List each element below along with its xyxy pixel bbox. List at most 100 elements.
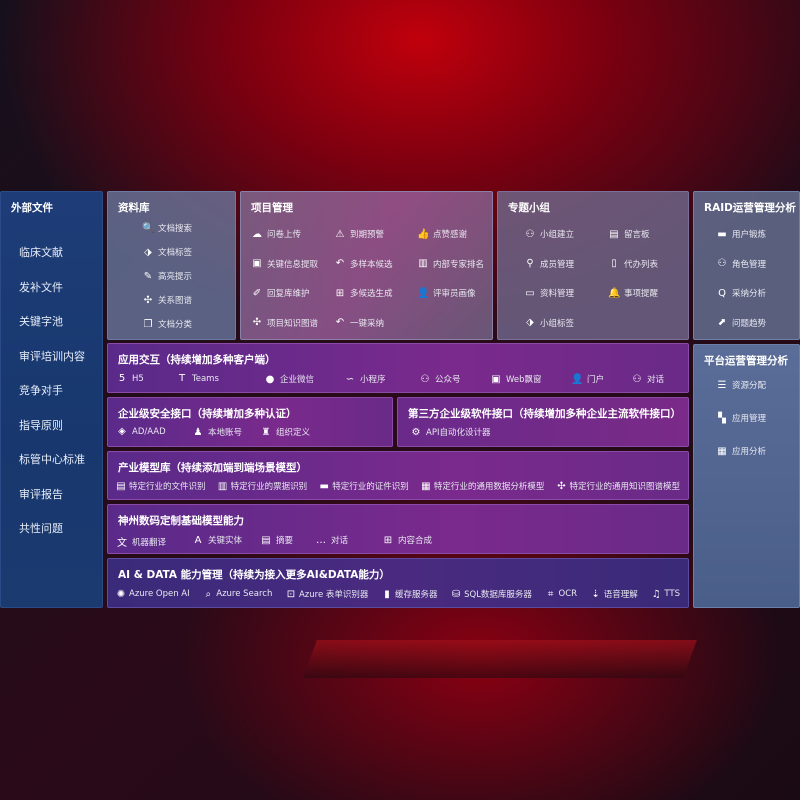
chart-icon: ▦ [421,480,431,492]
external-file-item[interactable]: 指导原则 [19,418,63,432]
document-library-panel: 资料库 🔍 文档搜索 ⬗ 文档标签 ✎ 高亮提示 ✣ 关系图谱 ❐ 文档分类 [107,191,236,340]
feature-item-openai[interactable]: ✺ Azure Open AI [116,589,190,600]
feature-item-pen[interactable]: ✐ 回复库维护 [251,287,310,300]
html5-icon: 5 [118,373,126,384]
feature-item-users[interactable]: ⚇ 公众号 [419,373,461,386]
ranking-icon: ▥ [418,258,428,269]
external-file-item[interactable]: 关键字池 [19,315,63,328]
feature-label: 门户 [587,375,605,385]
feature-label: 用户锻炼 [732,230,767,240]
feature-item-trend[interactable]: ⬈ 问题趋势 [716,317,766,329]
feature-item-entity[interactable]: A 关键实体 [192,534,243,547]
entity-icon: A [194,534,202,546]
feature-item-puzzle[interactable]: ⊞ 内容合成 [382,534,432,547]
feature-item-org[interactable]: ♜ 组织定义 [260,426,311,439]
feature-item-graph[interactable]: ✣ 特定行业的通用知识图谱模型 [556,480,680,493]
feature-item-tag[interactable]: ⬗ 小组标签 [524,317,574,329]
feature-label: 问卷上传 [267,230,302,240]
feature-item-azure-ad[interactable]: ◈ AD/AAD [116,426,166,437]
panel-title: 企业级安全接口（持续增加多种认证） [118,408,297,420]
graph-icon: ✣ [143,294,153,306]
user-lock-icon: ♟ [193,426,203,438]
external-file-item[interactable]: 标管中心标准 [19,453,85,466]
feature-item-clipboard[interactable]: ▯ 代办列表 [608,258,658,270]
doc-copy-icon: ❐ [143,318,153,330]
feature-label: 项目知识图谱 [267,318,319,329]
feature-item-reply[interactable]: ↶ 一键采纳 [334,317,384,329]
feature-item-wechat[interactable]: ● 企业微信 [264,373,314,386]
feature-item-user[interactable]: 👤 门户 [571,373,605,386]
feature-label: OCR [558,589,578,599]
feature-item-doc[interactable]: ▤ 特定行业的文件识别 [116,480,205,493]
feature-item-id-card[interactable]: ▬ 用户锻炼 [716,228,767,241]
feature-label: 小组建立 [540,230,575,240]
gear-icon: ⚙ [411,426,421,438]
feature-label: Teams [192,373,219,384]
feature-item-users[interactable]: ⚇ 小组建立 [524,228,575,241]
feature-item-doc[interactable]: ▤ 摘要 [260,534,293,547]
feature-item-alarm[interactable]: ⚠ 到期预警 [334,228,385,241]
feature-item-apps[interactable]: ▚ 应用管理 [716,412,766,425]
doc-icon: ▤ [116,480,126,492]
feature-item-receipt[interactable]: ▥ 特定行业的票据识别 [218,480,307,493]
feature-label: 对话 [331,536,349,546]
feature-item-qa[interactable]: Q 采纳分析 [716,287,766,300]
azure-ad-icon: ◈ [118,426,126,437]
feature-item-graph[interactable]: ✣ 项目知识图谱 [251,317,318,329]
feature-label: 对话 [647,375,665,385]
feature-label: 资源分配 [732,381,767,391]
feature-item-doc-search[interactable]: 🔍 文档搜索 [142,222,192,235]
feature-item-folder[interactable]: ▭ 资料管理 [524,287,574,300]
external-file-item[interactable]: 审评培训内容 [19,349,85,363]
feature-label: 特定行业的证件识别 [332,482,409,492]
feature-item-search-doc[interactable]: ⌕ Azure Search [203,589,272,600]
feature-item-user[interactable]: 👤 评审员画像 [417,287,476,300]
feature-item-mini-program[interactable]: ∽ 小程序 [344,373,386,386]
feature-label: API自动化设计器 [426,428,491,438]
external-files-panel: 外部文件 临床文献 发补文件 关键字池 审评培训内容 竞争对手 指导原则 标管中心标准 审评报告… [0,191,103,608]
external-file-item[interactable]: 临床文献 [19,246,63,259]
feature-item-reply[interactable]: ↶ 多样本候选 [334,258,393,270]
feature-item-chart[interactable]: ▦ 应用分析 [716,445,766,458]
feature-item-chat[interactable]: … 对话 [315,534,349,547]
external-file-item[interactable]: 审评报告 [19,487,63,501]
feature-item-tts[interactable]: ♫ TTS [651,589,680,600]
feature-item-window[interactable]: ▣ 关键信息提取 [251,258,318,270]
feature-item-window[interactable]: ▣ Web飘窗 [490,373,541,386]
panel-title: 第三方企业级软件接口（持续增加多种企业主流软件接口） [408,408,681,420]
feature-item-teams[interactable]: T Teams [176,373,219,384]
feature-item-tag[interactable]: ⬗ 文档标签 [142,246,192,259]
external-file-item[interactable]: 发补文件 [19,280,63,294]
feature-item-doc-copy[interactable]: ❐ 文档分类 [142,318,193,331]
feature-item-id-card[interactable]: ▬ 特定行业的证件识别 [319,480,409,493]
feature-item-html5[interactable]: 5 H5 [116,373,144,384]
feature-item-cloud-upload[interactable]: ☁ 问卷上传 [251,228,302,241]
feature-item-form[interactable]: ⊡ Azure 表单识别器 [286,588,369,601]
feature-item-user-lock[interactable]: ♟ 本地账号 [192,426,243,439]
feature-label: 特定行业的通用知识图谱模型 [569,482,680,492]
feature-label: 关键实体 [208,536,243,546]
feature-item-database[interactable]: ⛁ SQL数据库服务器 [451,588,532,601]
feature-item-ocr[interactable]: ⌗ OCR [546,589,578,600]
feature-item-bbs[interactable]: ▤ 留言板 [608,228,649,241]
tts-icon: ♫ [651,588,661,600]
feature-item-cache[interactable]: ▮ 缓存服务器 [382,588,437,601]
feature-item-thumbs-up[interactable]: 👍 点赞感谢 [417,228,467,241]
feature-item-highlighter[interactable]: ✎ 高亮提示 [142,270,192,283]
feature-item-graph[interactable]: ✣ 关系图谱 [142,294,192,307]
feature-item-ranking[interactable]: ▥ 内部专家排名 [417,258,484,270]
feature-item-gear[interactable]: ⚙ API自动化设计器 [410,426,491,439]
feature-item-speech[interactable]: ⇣ 语音理解 [591,588,638,601]
feature-label: 角色管理 [732,259,767,270]
feature-item-users[interactable]: ⚇ 角色管理 [716,258,767,270]
feature-item-list[interactable]: ☰ 资源分配 [716,379,767,392]
feature-item-chart[interactable]: ▦ 特定行业的通用数据分析模型 [421,480,544,493]
feature-item-user-add[interactable]: ⚲ 成员管理 [524,258,574,270]
feature-item-puzzle[interactable]: ⊞ 多候选生成 [334,287,393,300]
feature-item-bell[interactable]: 🔔 事项提醒 [608,287,658,300]
external-file-item[interactable]: 竞争对手 [19,384,63,397]
external-file-item[interactable]: 共性问题 [19,522,63,535]
feature-item-chat-users[interactable]: ⚇ 对话 [631,373,665,386]
highlighter-icon: ✎ [143,270,153,282]
feature-item-translate[interactable]: 文机器翻译 [116,534,166,550]
